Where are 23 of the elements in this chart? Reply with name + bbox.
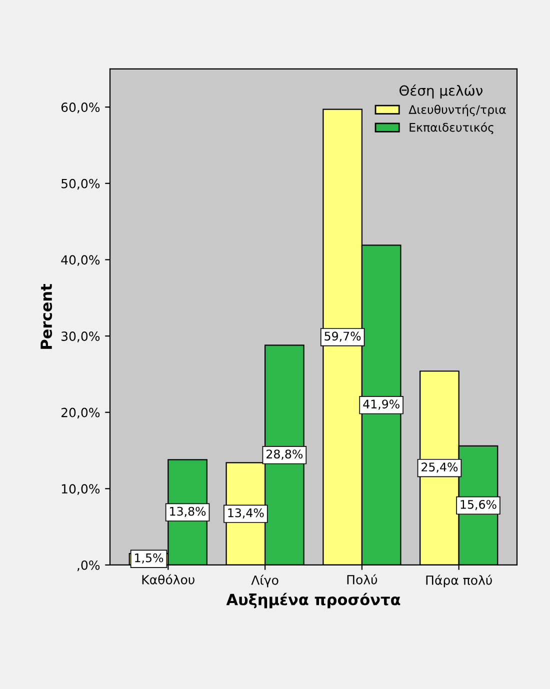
y-axis-title: Percent — [40, 284, 52, 349]
data-label: 13,4% — [228, 508, 264, 518]
data-label: 59,7% — [324, 332, 361, 342]
legend-label: Εκπαιδευτικός — [410, 122, 494, 134]
y-tick-label: 50,0% — [62, 178, 100, 190]
legend-title: Θέση μελών — [400, 84, 482, 98]
data-label: 13,8% — [170, 506, 206, 517]
x-tick-label: Λίγο — [251, 574, 278, 588]
data-label: 15,6% — [460, 500, 496, 510]
y-tick-label: 30,0% — [62, 331, 100, 342]
legend-label: Διευθυντής/τρια — [408, 104, 506, 116]
y-tick-label: 10,0% — [62, 484, 100, 495]
data-label: 28,8% — [266, 450, 303, 460]
x-tick-label: Πολύ — [347, 574, 378, 584]
data-label: 25,4% — [422, 462, 458, 473]
y-tick-label: 60,0% — [61, 102, 100, 114]
y-tick-label: 20,0% — [61, 408, 100, 419]
data-label: 41,9% — [363, 400, 400, 410]
x-tick-label: Καθόλου — [142, 574, 194, 584]
y-tick-label: 40,0% — [61, 255, 100, 266]
x-tick-label: Πάρα πολύ — [426, 574, 492, 588]
y-tick-label: ,0% — [77, 560, 100, 572]
x-axis-title: Αυξημένα προσόντα — [226, 592, 400, 608]
